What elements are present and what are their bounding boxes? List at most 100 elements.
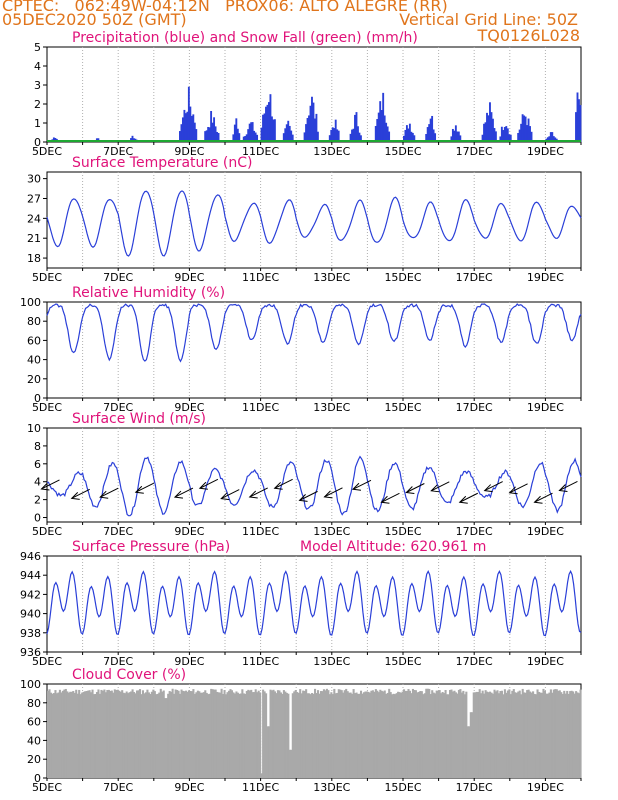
cloud-bar — [248, 690, 251, 778]
cloud-bar — [518, 690, 521, 778]
cloud-bar — [373, 691, 376, 778]
cloud-bar — [110, 690, 113, 778]
x-tick-label: 13DEC — [313, 401, 350, 414]
y-tick-label: 944 — [20, 569, 41, 582]
cloud-bar — [398, 692, 401, 778]
cloud-bar — [284, 691, 287, 778]
precip-bar — [314, 118, 316, 142]
cloud-bar — [127, 693, 130, 778]
cloud-bar — [371, 690, 374, 778]
precip-bar — [352, 128, 355, 142]
cloud-bar — [69, 691, 72, 778]
x-tick-label: 9DEC — [174, 401, 204, 414]
cloud-bar — [532, 691, 535, 778]
precip-bar — [459, 135, 462, 142]
precip-bar — [287, 120, 290, 142]
precip-bar — [526, 125, 528, 142]
cloud-bar — [150, 691, 153, 778]
wind-arrow-head — [40, 482, 50, 491]
cloud-bar — [529, 691, 532, 778]
y-tick-label: 942 — [20, 588, 41, 601]
precip-bar — [548, 136, 551, 142]
cloud-bar — [336, 692, 339, 778]
precip-bar — [404, 129, 407, 142]
precip-bar — [506, 128, 509, 142]
cloud-bar — [413, 690, 416, 778]
x-tick-label: 19DEC — [527, 655, 564, 668]
precip-bar — [429, 118, 432, 142]
cloud-bar — [382, 691, 385, 778]
wind-arrow-head — [508, 486, 518, 495]
panel-title: Relative Humidity (%) — [72, 285, 225, 301]
x-tick-label: 19DEC — [527, 781, 564, 794]
panel-title: Surface Pressure (hPa) — [72, 539, 230, 555]
cloud-bar — [161, 691, 164, 778]
cloud-bar — [217, 692, 220, 778]
cloud-bar — [451, 691, 455, 778]
cloud-bar — [82, 691, 85, 778]
cloud-bar — [299, 689, 302, 778]
cloud-bar — [112, 692, 115, 778]
precip-bar — [306, 117, 309, 142]
wind-arrow — [559, 481, 578, 491]
x-tick-label: 7DEC — [103, 655, 133, 668]
cloud-bar — [241, 689, 244, 778]
x-tick-label: 11DEC — [242, 145, 279, 158]
cloud-bar — [517, 691, 520, 778]
cloud-bar — [362, 692, 366, 778]
x-tick-label: 5DEC — [32, 655, 62, 668]
y-tick-label: 18 — [27, 252, 41, 265]
cloud-bar — [499, 690, 502, 778]
precip-bar — [217, 132, 220, 142]
header-line1: CPTEC: 062:49W-04:12N PROX06: ALTO ALEGR… — [2, 0, 448, 15]
precip-bar — [265, 106, 267, 142]
cloud-bar — [462, 690, 465, 778]
wind-arrow-head — [558, 484, 568, 492]
cloud-bar — [220, 688, 223, 778]
cloud-bar — [210, 688, 213, 778]
precip-bar — [187, 86, 190, 142]
cloud-bar — [377, 692, 380, 778]
cloud-bar — [140, 694, 143, 778]
cloud-bar — [422, 694, 425, 778]
cloud-bar — [85, 690, 88, 778]
wind-arrow-head — [380, 495, 390, 504]
precip-bar — [238, 133, 241, 142]
cloud-bar — [159, 688, 162, 778]
cloud-bar — [279, 692, 282, 778]
cloud-bar — [64, 688, 67, 778]
precip-bar — [272, 119, 275, 142]
cloud-bar — [334, 693, 337, 778]
precip-bar — [328, 135, 331, 142]
precip-bar — [244, 135, 247, 142]
precip-bar — [408, 123, 411, 142]
cloud-bar — [431, 690, 434, 778]
cloud-bar — [417, 691, 420, 778]
cloud-bar — [52, 693, 56, 778]
cloud-bar — [465, 691, 468, 778]
cloud-bar — [321, 691, 324, 778]
cloud-bar — [269, 689, 272, 778]
cloud-bar — [432, 692, 435, 778]
cloud-bar — [521, 688, 524, 778]
cloud-bar — [466, 726, 469, 778]
x-tick-label: 11DEC — [242, 525, 279, 538]
precip-bar — [380, 110, 383, 142]
wind-arrow — [299, 490, 318, 501]
cloud-bar — [368, 692, 371, 778]
cloud-bar — [79, 694, 82, 778]
cloud-bar — [63, 689, 66, 778]
panel-title: Surface Temperature (nC) — [72, 155, 253, 171]
precip-bar — [349, 133, 352, 142]
x-tick-label: 11DEC — [242, 271, 279, 284]
precip-bar — [385, 122, 388, 142]
cloud-bar — [352, 689, 355, 778]
cloud-bar — [291, 693, 294, 778]
x-tick-label: 13DEC — [313, 781, 350, 794]
cloud-bar — [167, 693, 170, 778]
cloud-bar — [187, 690, 190, 778]
precip-bar — [268, 102, 270, 142]
cloud-bar — [405, 690, 409, 778]
precip-bar — [260, 127, 263, 142]
cloud-bar — [76, 693, 79, 778]
